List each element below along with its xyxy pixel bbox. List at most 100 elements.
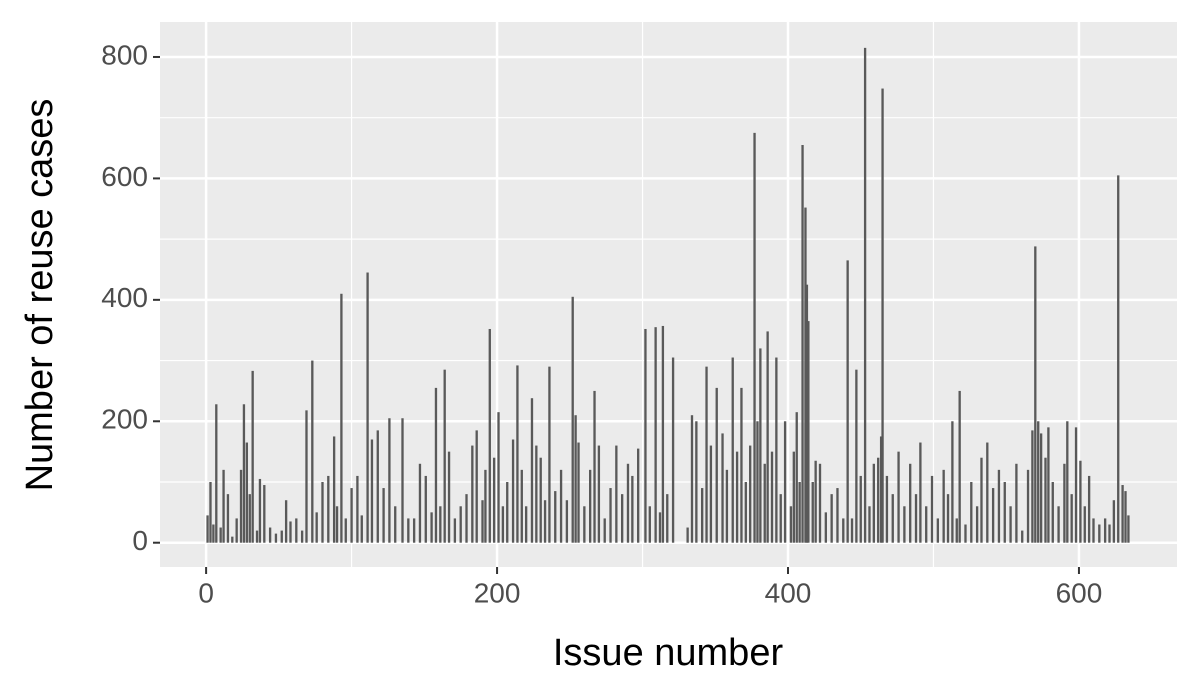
bar [903,506,906,543]
bar [212,524,215,543]
bar [970,481,973,543]
bar [412,518,416,543]
x-axis-title: Issue number [553,632,784,674]
bar [1127,515,1130,543]
bar [891,494,894,543]
bar [289,521,292,543]
bar [511,439,515,543]
bar [459,506,462,543]
bar [574,415,577,543]
bar [321,481,324,543]
bar [759,348,762,543]
bar [439,506,442,543]
bar [263,485,266,543]
bar [783,421,787,543]
bar [666,494,669,543]
bar [735,451,739,543]
bar [637,448,640,543]
bar [836,488,839,543]
bar [434,387,438,543]
bar [709,445,713,543]
bar [258,478,262,543]
bar [251,370,254,543]
bar [868,506,871,543]
bar [749,445,752,543]
bar [721,433,724,543]
bar [497,412,500,543]
bar [407,518,410,543]
bar [418,463,422,543]
bar [583,506,586,543]
bar [897,451,900,543]
bar [1009,506,1012,543]
bar [609,488,612,543]
bar [763,463,766,543]
bar [571,296,574,543]
bar [1051,481,1054,543]
bar [811,481,814,543]
bar [686,527,689,543]
bar [1074,427,1078,543]
bar [242,404,246,543]
bar [631,475,634,543]
bar [958,390,961,543]
bar [1083,506,1086,543]
bar [744,481,747,543]
bar [327,475,330,543]
bar [919,442,922,543]
bar [394,506,397,543]
bar [305,410,308,543]
bar [300,530,304,543]
bar [484,469,487,543]
bar [506,481,509,543]
bar [830,494,833,543]
y-tick-label: 600 [101,161,148,192]
bar [565,500,569,543]
bar [447,451,451,543]
bar [766,331,769,543]
y-tick-label: 200 [101,404,148,435]
bar [1047,427,1050,543]
bar [779,494,782,543]
bar [209,481,212,543]
bar [756,421,759,543]
bar [1031,430,1034,543]
bar [1112,500,1116,543]
bar [520,469,523,543]
bar [524,506,528,543]
bar [885,475,889,543]
bar [1121,485,1124,543]
bar [539,457,542,543]
bar [770,451,774,543]
bar [690,415,694,543]
bar [1066,421,1069,543]
bar [535,445,538,543]
bar [991,488,995,543]
bar [593,390,596,543]
bar [701,488,704,543]
bar [350,488,353,543]
bar [909,463,912,543]
bar [501,506,505,543]
y-tick-label: 400 [101,282,148,313]
bar [268,527,272,543]
bar [1057,506,1060,543]
bar [789,506,793,543]
bar [846,260,849,543]
bar [824,512,827,543]
bar [725,469,729,543]
bar [731,357,734,543]
bar [588,469,592,543]
bar [925,506,928,543]
bar [942,469,945,543]
bar [695,421,698,543]
bar [245,442,249,543]
bar [615,445,618,543]
x-tick-label: 200 [474,577,521,608]
bar [795,412,798,543]
bar [715,387,718,543]
bar [814,460,817,543]
bar [658,512,662,543]
bar [964,524,967,543]
bar [235,518,238,543]
